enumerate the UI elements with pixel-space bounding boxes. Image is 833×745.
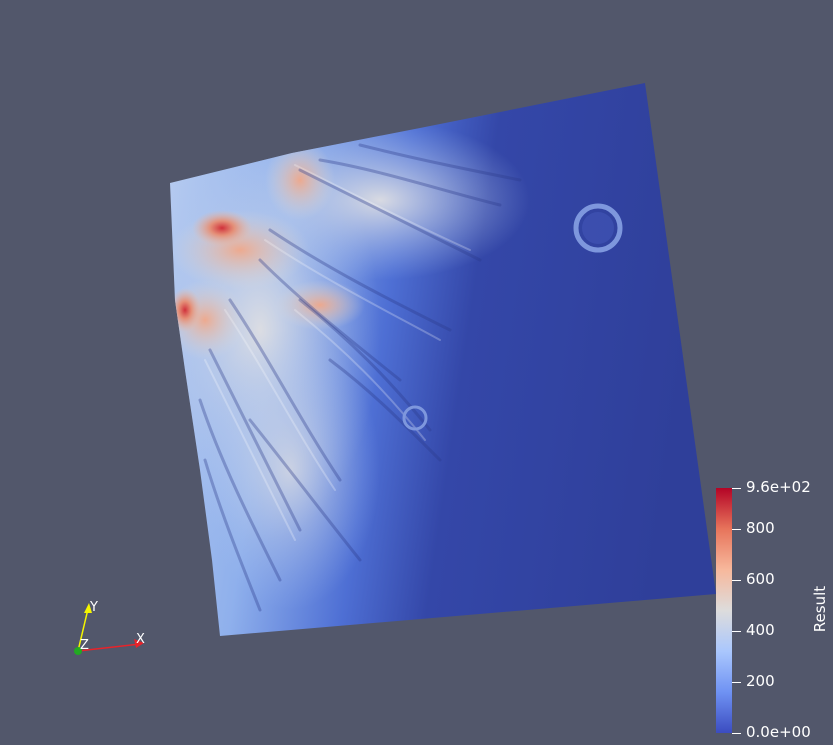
x-axis-line: [77, 643, 141, 652]
y-axis-line: [77, 608, 89, 652]
x-axis-label: X: [136, 632, 145, 647]
colorbar-tick-label: 9.6e+02: [746, 478, 811, 496]
colorbar-tick-label: 0.0e+00: [746, 723, 811, 741]
ravine-shading: [198, 143, 522, 612]
colorbar-tick-label: 800: [746, 519, 775, 537]
colorbar-tick-mark: [732, 733, 741, 734]
colorbar-gradient: [716, 488, 732, 733]
ridge-highlights: [204, 164, 471, 541]
z-axis-arrow-icon: [74, 647, 82, 655]
crater-large: [573, 203, 623, 253]
colorbar-tick-mark: [732, 682, 741, 683]
colorbar-tick-mark: [732, 529, 741, 530]
orientation-axes: X Y Z: [74, 600, 145, 655]
warm-zone-2: [265, 140, 335, 220]
peak-hot-2: [170, 288, 201, 332]
y-axis-arrow-icon: [84, 603, 92, 613]
colorbar-title: Result: [811, 585, 829, 633]
colorbar-tick-label: 600: [746, 570, 775, 588]
crater-small: [402, 405, 428, 431]
y-axis-label: Y: [89, 600, 98, 615]
peak-hot-1: [192, 210, 252, 246]
colorbar-tick-mark: [732, 580, 741, 581]
x-axis-arrow-icon: [134, 639, 144, 648]
z-axis-label: Z: [80, 638, 89, 653]
ridge-region-south: [200, 330, 380, 610]
colorbar-tick-mark: [732, 631, 741, 632]
colorbar-tick-label: 400: [746, 621, 775, 639]
warm-zone-4: [275, 280, 365, 330]
colorbar-tick-label: 200: [746, 672, 775, 690]
colorbar-tick-mark: [732, 488, 741, 489]
